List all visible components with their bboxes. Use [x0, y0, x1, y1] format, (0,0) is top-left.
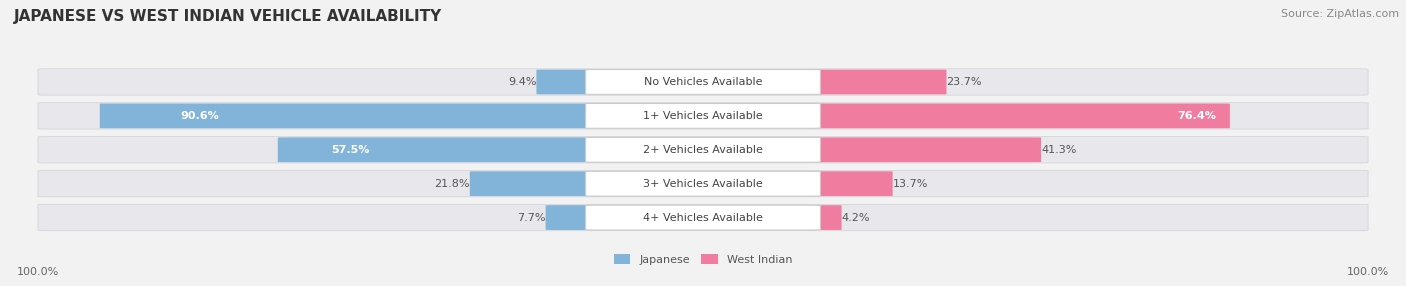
FancyBboxPatch shape: [585, 69, 821, 94]
Text: 4+ Vehicles Available: 4+ Vehicles Available: [643, 212, 763, 223]
FancyBboxPatch shape: [470, 171, 602, 196]
FancyBboxPatch shape: [806, 171, 893, 196]
Text: 76.4%: 76.4%: [1177, 111, 1216, 121]
Text: 90.6%: 90.6%: [180, 111, 218, 121]
Text: 3+ Vehicles Available: 3+ Vehicles Available: [643, 179, 763, 189]
Text: 13.7%: 13.7%: [893, 179, 928, 189]
FancyBboxPatch shape: [537, 69, 602, 94]
Text: 100.0%: 100.0%: [17, 267, 59, 277]
FancyBboxPatch shape: [38, 103, 1368, 129]
FancyBboxPatch shape: [38, 170, 1368, 197]
FancyBboxPatch shape: [806, 69, 946, 94]
Text: 9.4%: 9.4%: [508, 77, 537, 87]
FancyBboxPatch shape: [38, 204, 1368, 231]
FancyBboxPatch shape: [585, 104, 821, 128]
Text: 57.5%: 57.5%: [332, 145, 370, 155]
Text: Source: ZipAtlas.com: Source: ZipAtlas.com: [1281, 9, 1399, 19]
Text: JAPANESE VS WEST INDIAN VEHICLE AVAILABILITY: JAPANESE VS WEST INDIAN VEHICLE AVAILABI…: [14, 9, 443, 23]
Text: 21.8%: 21.8%: [434, 179, 470, 189]
FancyBboxPatch shape: [100, 104, 602, 128]
FancyBboxPatch shape: [585, 171, 821, 196]
FancyBboxPatch shape: [38, 69, 1368, 95]
Text: 7.7%: 7.7%: [517, 212, 546, 223]
FancyBboxPatch shape: [806, 137, 1040, 162]
Text: 1+ Vehicles Available: 1+ Vehicles Available: [643, 111, 763, 121]
FancyBboxPatch shape: [806, 205, 842, 230]
Text: 2+ Vehicles Available: 2+ Vehicles Available: [643, 145, 763, 155]
Text: No Vehicles Available: No Vehicles Available: [644, 77, 762, 87]
FancyBboxPatch shape: [546, 205, 602, 230]
FancyBboxPatch shape: [38, 137, 1368, 163]
Text: 41.3%: 41.3%: [1040, 145, 1077, 155]
Legend: Japanese, West Indian: Japanese, West Indian: [609, 250, 797, 269]
Text: 23.7%: 23.7%: [946, 77, 981, 87]
Text: 100.0%: 100.0%: [1347, 267, 1389, 277]
Text: 4.2%: 4.2%: [842, 212, 870, 223]
FancyBboxPatch shape: [585, 205, 821, 230]
FancyBboxPatch shape: [585, 137, 821, 162]
FancyBboxPatch shape: [806, 104, 1230, 128]
FancyBboxPatch shape: [278, 137, 602, 162]
